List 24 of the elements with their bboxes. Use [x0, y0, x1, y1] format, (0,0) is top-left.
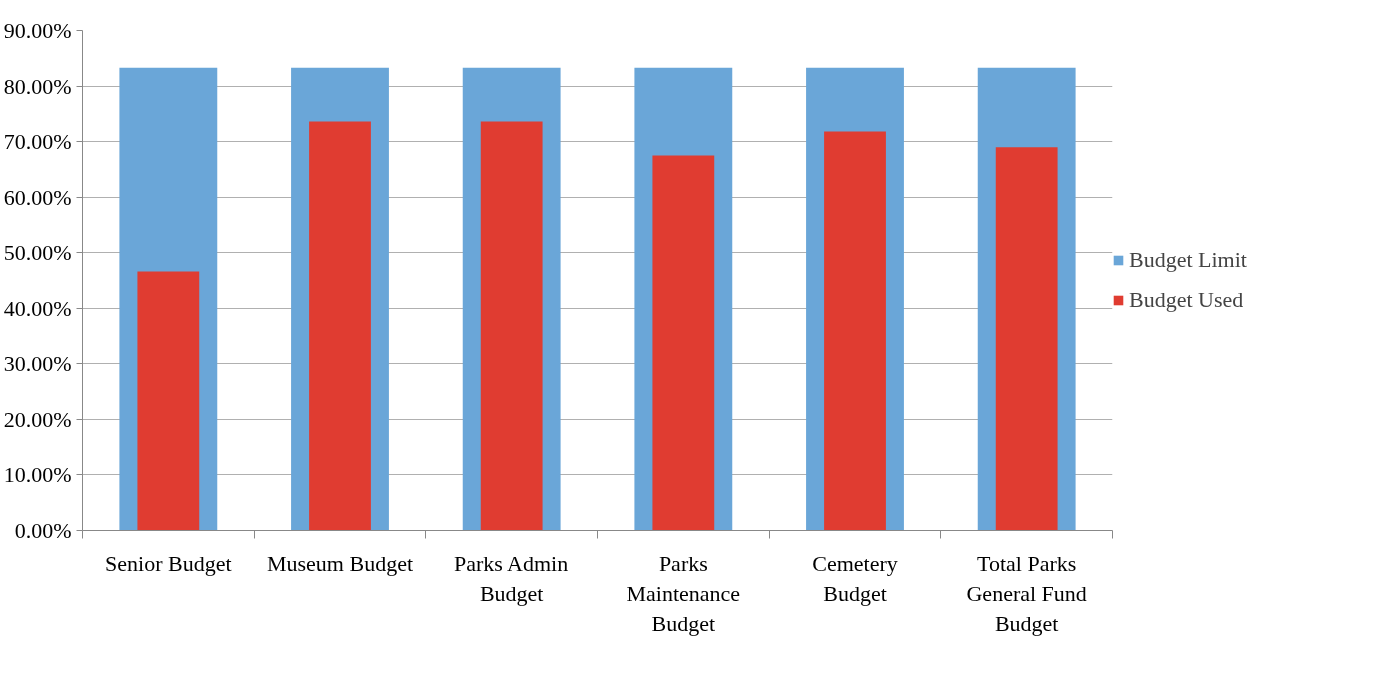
y-tick-label: 80.00%	[3, 73, 72, 99]
x-tick-label: Parks Admin Budget	[453, 550, 569, 606]
x-tick-label: Parks Maintenance Budget	[626, 550, 741, 636]
bar	[995, 147, 1058, 531]
y-tick-label: 50.00%	[3, 240, 72, 266]
bar	[309, 121, 371, 531]
y-tick-label: 70.00%	[3, 129, 72, 155]
y-tick-label: 0.00%	[14, 518, 72, 543]
x-tick-label: Total Parks General Fund Budget	[966, 550, 1087, 636]
y-tick-label: 90.00%	[3, 18, 72, 43]
y-tick-label: 10.00%	[3, 462, 72, 488]
bar	[652, 155, 715, 531]
y-tick-label: 60.00%	[3, 184, 72, 210]
legend-label: Budget Limit	[1129, 247, 1247, 273]
bar	[137, 271, 200, 531]
y-tick-label: 40.00%	[3, 295, 72, 321]
bar	[480, 121, 543, 531]
x-tick-label: Cemetery Budget	[812, 550, 898, 606]
legend-label: Budget Used	[1129, 287, 1244, 313]
x-tick-label: Senior Budget	[105, 550, 232, 576]
x-tick-label: Museum Budget	[266, 550, 414, 576]
y-tick-label: 20.00%	[3, 406, 72, 432]
bar	[824, 131, 886, 531]
y-tick-label: 30.00%	[3, 351, 72, 377]
